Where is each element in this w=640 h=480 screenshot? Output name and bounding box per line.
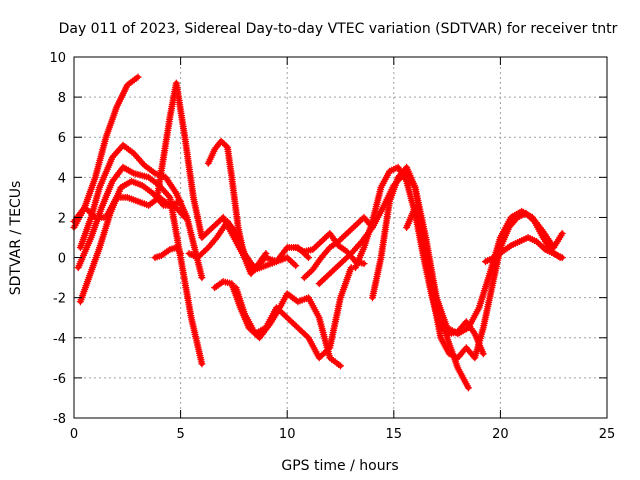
y-tick-label: -6 <box>53 372 66 387</box>
data-layer <box>70 73 566 392</box>
series-sat-q <box>403 203 566 338</box>
y-axis-label: SDTVAR / TECUs <box>8 181 24 296</box>
y-tick-label: 6 <box>58 131 66 146</box>
y-tick-label: 4 <box>58 171 66 186</box>
x-tick-label: 25 <box>599 427 616 442</box>
series-markers <box>204 137 270 278</box>
x-tick-label: 10 <box>279 427 296 442</box>
y-tick-label: -2 <box>53 292 66 307</box>
series-sat-i <box>204 137 270 278</box>
plot-frame <box>73 56 608 419</box>
series-sat-e <box>76 177 189 306</box>
series-markers <box>151 244 185 262</box>
series-markers <box>76 177 189 306</box>
y-tick-label: 8 <box>58 91 66 106</box>
series-sat-r <box>482 234 566 266</box>
series-sat-m <box>300 213 376 282</box>
series-markers <box>482 234 566 266</box>
x-tick-label: 20 <box>492 427 509 442</box>
chart-title: Day 011 of 2023, Sidereal Day-to-day VTE… <box>59 21 618 37</box>
series-sat-b <box>76 141 206 282</box>
series-sat-k <box>232 264 355 362</box>
y-tick-label: 0 <box>58 252 66 267</box>
y-tick-label: -8 <box>53 412 66 427</box>
y-tick-label: 10 <box>49 51 66 66</box>
series-trace <box>352 164 486 357</box>
y-tick-label: 2 <box>58 211 66 226</box>
y-tick-label: -4 <box>53 332 66 347</box>
series-trace <box>316 170 471 391</box>
series-markers <box>232 264 355 362</box>
x-tick-label: 15 <box>386 427 403 442</box>
x-axis-label: GPS time / hours <box>281 458 398 474</box>
x-tick-label: 0 <box>70 427 78 442</box>
series-sat-f <box>151 244 185 262</box>
y-axis: -8 -6 -4 -2 0 2 4 6 8 10 <box>49 51 607 427</box>
x-axis: 0 5 10 15 20 25 <box>70 57 615 442</box>
series-markers <box>76 141 206 282</box>
series-markers <box>300 213 376 282</box>
x-tick-label: 5 <box>176 427 184 442</box>
